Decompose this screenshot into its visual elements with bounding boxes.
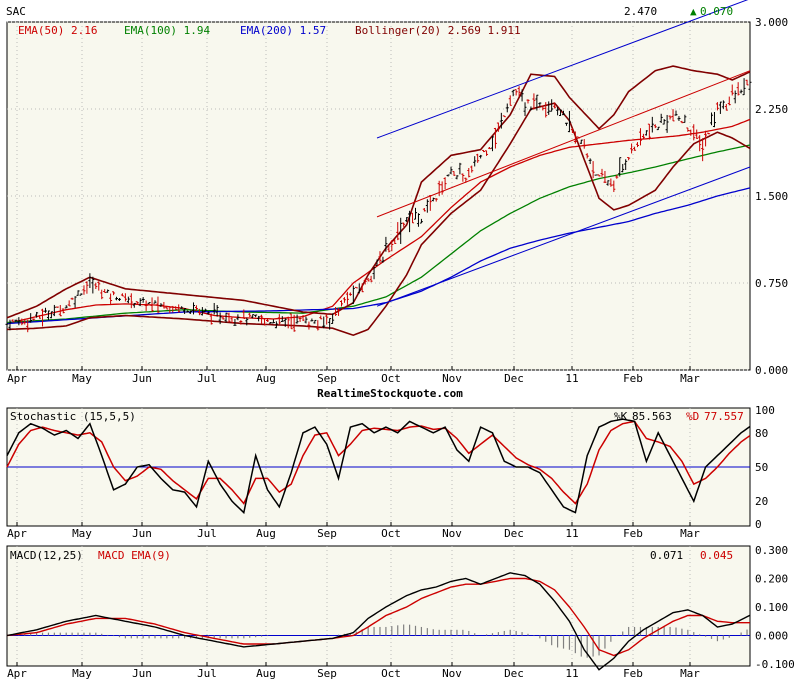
x-tick-label: Mar xyxy=(680,527,700,540)
stochastic-k-label: %K xyxy=(614,410,628,423)
x-tick-label: Dec xyxy=(504,372,524,385)
stochastic-d-value: 77.557 xyxy=(704,410,744,423)
x-tick-label: May xyxy=(72,667,92,680)
y-tick-label: 0.100 xyxy=(755,601,788,614)
y-tick-label: 0.300 xyxy=(755,544,788,557)
x-tick-label: Nov xyxy=(442,527,462,540)
last-price: 2.470 xyxy=(624,5,657,18)
x-tick-label: Jun xyxy=(132,372,152,385)
stochastic-k-line xyxy=(6,418,751,515)
series-line xyxy=(6,65,751,319)
x-tick-label: 11 xyxy=(565,527,578,540)
y-tick-label: 0.000 xyxy=(755,630,788,643)
legend-ema200: EMA(200) 1.57 xyxy=(240,24,326,37)
x-tick-label: Feb xyxy=(623,527,643,540)
x-tick-label: 11 xyxy=(565,667,578,680)
macd-histogram xyxy=(12,624,748,658)
y-tick-label: 0.750 xyxy=(755,277,788,290)
x-tick-label: Apr xyxy=(7,667,27,680)
x-tick-label: 11 xyxy=(565,372,578,385)
y-tick-label: 20 xyxy=(755,495,768,508)
symbol-label: SAC xyxy=(6,5,26,18)
series-line xyxy=(6,118,751,325)
trend-channel-line xyxy=(376,0,749,139)
x-tick-label: Oct xyxy=(381,372,401,385)
trend-channel-line xyxy=(376,166,751,307)
x-tick-label: Apr xyxy=(7,527,27,540)
series-line xyxy=(6,102,751,337)
y-tick-label: 3.000 xyxy=(755,16,788,29)
x-tick-label: Jul xyxy=(197,527,217,540)
macd-panel-background xyxy=(6,545,751,667)
stochastic-d-label: %D xyxy=(686,410,699,423)
stochastic-d-line xyxy=(6,420,751,505)
x-tick-label: Sep xyxy=(317,667,337,680)
x-tick-label: Jul xyxy=(197,667,217,680)
y-tick-label: 2.250 xyxy=(755,103,788,116)
x-tick-label: Aug xyxy=(256,527,276,540)
price-y-ticks: 0.000 0.750 1.500 2.250 3.000 xyxy=(755,16,788,377)
stochastic-grid xyxy=(7,408,750,526)
x-tick-label: Sep xyxy=(317,372,337,385)
y-tick-label: 50 xyxy=(755,461,768,474)
stochastic-x-ticks: Apr May Jun Jul Aug Sep Oct Nov Dec 11 Feb Mar xyxy=(7,522,700,540)
x-tick-label: Jun xyxy=(132,667,152,680)
x-tick-label: Nov xyxy=(442,372,462,385)
price-change: 0.070 xyxy=(700,5,733,18)
stochastic-k-value: 85.563 xyxy=(632,410,672,423)
macd-lines xyxy=(6,572,751,671)
x-tick-label: Aug xyxy=(256,372,276,385)
macd-line xyxy=(6,572,751,671)
y-tick-label: 0 xyxy=(755,518,762,531)
legend-ema100: EMA(100) 1.94 xyxy=(124,24,210,37)
watermark: RealtimeStockquote.com xyxy=(317,387,463,400)
macd-value: 0.071 xyxy=(650,549,683,562)
x-tick-label: Nov xyxy=(442,667,462,680)
macd-x-ticks: Apr May Jun Jul Aug Sep Oct Nov Dec 11 Feb Mar xyxy=(7,662,700,680)
y-tick-label: 80 xyxy=(755,427,768,440)
x-tick-label: Jun xyxy=(132,527,152,540)
price-panel-background xyxy=(6,21,751,371)
price-panel: 0.000 0.750 1.500 2.250 3.000 Apr May Jun Jul Au… xyxy=(5,0,788,400)
y-tick-label: 100 xyxy=(755,404,775,417)
x-tick-label: Feb xyxy=(623,372,643,385)
x-tick-label: Aug xyxy=(256,667,276,680)
price-x-ticks: Apr May Jun Jul Aug Sep Oct Nov Dec 11 Feb Mar xyxy=(7,366,700,385)
stochastic-lines xyxy=(6,418,751,515)
x-tick-label: Dec xyxy=(504,527,524,540)
x-tick-label: May xyxy=(72,527,92,540)
legend-ema50: EMA(50) 2.16 xyxy=(18,24,97,37)
x-tick-label: Oct xyxy=(381,527,401,540)
price-bars xyxy=(5,78,752,333)
stochastic-y-ticks: 0 20 50 80 100 xyxy=(755,404,775,531)
x-tick-label: Mar xyxy=(680,372,700,385)
macd-y-ticks: -0.100 0.000 0.100 0.200 0.300 xyxy=(755,544,795,671)
macd-signal-line xyxy=(6,577,750,657)
x-tick-label: May xyxy=(72,372,92,385)
macd-signal-value: 0.045 xyxy=(700,549,733,562)
macd-signal-title: MACD EMA(9) xyxy=(98,549,171,562)
y-tick-label: -0.100 xyxy=(755,658,795,671)
stochastic-panel: 0 20 50 80 100 Apr May Jun Jul Aug Sep Oct Nov Dec 11… xyxy=(6,404,775,540)
y-tick-label: 0.200 xyxy=(755,573,788,586)
x-tick-label: Oct xyxy=(381,667,401,680)
change-up-icon: ▲ xyxy=(690,5,697,18)
y-tick-label: 0.000 xyxy=(755,364,788,377)
y-tick-label: 1.500 xyxy=(755,190,788,203)
macd-title: MACD(12,25) xyxy=(10,549,83,562)
x-tick-label: Dec xyxy=(504,667,524,680)
x-tick-label: Mar xyxy=(680,667,700,680)
price-lines xyxy=(6,0,751,337)
legend-bollinger: Bollinger(20) 2.569 1.911 xyxy=(355,24,521,37)
series-line xyxy=(6,144,751,324)
x-tick-label: Sep xyxy=(317,527,337,540)
x-tick-label: Feb xyxy=(623,667,643,680)
x-tick-label: Jul xyxy=(197,372,217,385)
x-tick-label: Apr xyxy=(7,372,27,385)
stochastic-title: Stochastic (15,5,5) xyxy=(10,410,136,423)
